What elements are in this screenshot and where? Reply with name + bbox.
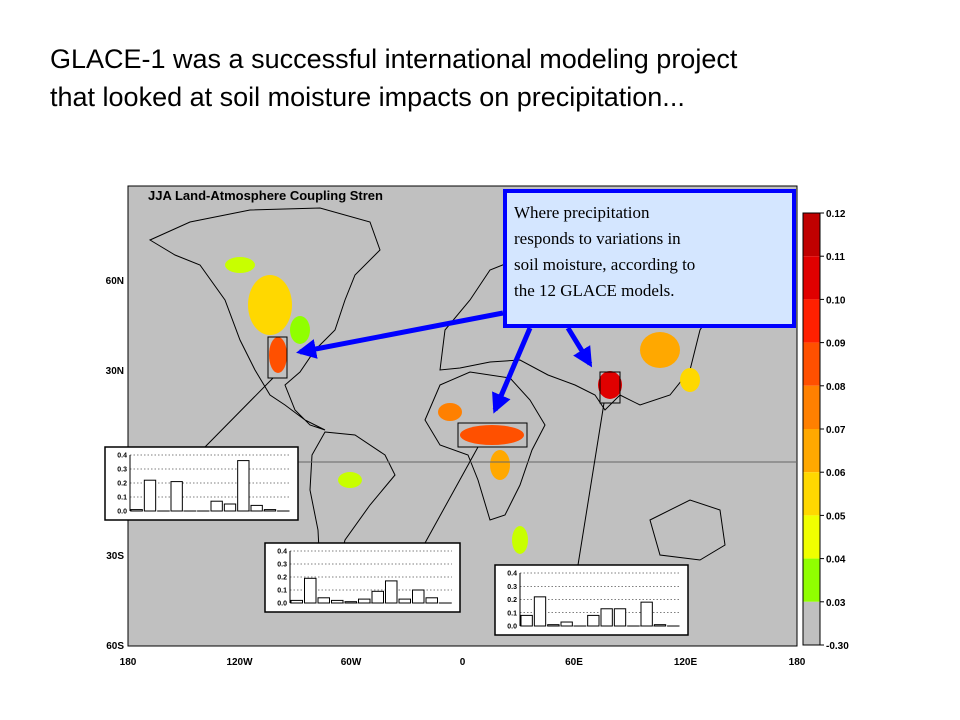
bar	[304, 577, 317, 604]
y-tick-label: 0.3	[277, 562, 287, 569]
y-tick-label: 0.0	[117, 509, 127, 516]
inset-chart: 0.4 0.3 0.2 0.1 0.0	[104, 446, 299, 521]
bar	[385, 580, 398, 604]
bar	[290, 599, 303, 604]
colorbar-segment	[803, 385, 820, 429]
bar	[130, 509, 143, 512]
coupling-hotspots	[225, 257, 700, 554]
colorbar-label: 0.10	[826, 295, 846, 306]
callout-box	[503, 189, 796, 328]
y-tick-label: 0.3	[507, 584, 517, 591]
bar	[237, 460, 250, 512]
callout-text: Where precipitation responds to variation…	[514, 203, 695, 300]
bar	[600, 608, 613, 627]
colorbar-label: 0.06	[826, 468, 846, 479]
region-box	[457, 422, 528, 448]
bar	[143, 479, 157, 512]
region-box	[267, 336, 288, 379]
colorbar-segment	[803, 256, 820, 300]
y-tick-label: 0.0	[507, 624, 517, 631]
bar	[640, 601, 653, 627]
bar	[223, 503, 237, 512]
lon-label: 120E	[674, 657, 698, 668]
lon-label: 120W	[226, 657, 253, 668]
insets: 0.40.30.20.10.00.40.30.20.10.00.40.30.20…	[104, 446, 689, 636]
bar	[331, 599, 344, 604]
colorbar-segment	[803, 429, 820, 473]
colorbar-label: 0.04	[826, 555, 846, 566]
lat-label: 30S	[106, 551, 124, 562]
lon-label: 60E	[565, 657, 583, 668]
y-tick-label: 0.1	[507, 610, 517, 617]
y-tick-label: 0.2	[117, 481, 127, 488]
bar	[358, 598, 371, 604]
callout-line: responds to variations in	[514, 229, 681, 248]
colorbar-label: -0.30	[826, 641, 849, 652]
lon-label: 180	[120, 657, 137, 668]
bar	[533, 596, 547, 627]
region-box	[599, 371, 621, 404]
title-line: that looked at soil moisture impacts on …	[50, 82, 685, 112]
y-tick-label: 0.3	[117, 467, 127, 474]
bar	[547, 624, 560, 627]
colorbar-segment	[803, 299, 820, 343]
bar	[371, 590, 384, 604]
y-tick-label: 0.1	[117, 495, 127, 502]
bar	[520, 614, 533, 627]
colorbar-segment	[803, 472, 820, 516]
bar	[613, 608, 627, 627]
arrows	[296, 310, 593, 414]
lat-label: 60N	[106, 276, 124, 287]
colorbar: 0.12 0.11 0.10 0.09 0.08 0.07 0.06 0.05 0.04 0.03…	[802, 209, 849, 652]
lon-label: 60W	[341, 657, 362, 668]
bar	[587, 614, 600, 627]
bar	[210, 500, 223, 512]
y-tick-label: 0.4	[117, 453, 127, 460]
colorbar-segment	[803, 213, 820, 257]
inset-frame	[104, 446, 299, 521]
y-tick-label: 0.0	[277, 601, 287, 608]
colorbar-label: 0.03	[826, 598, 846, 609]
bar	[344, 601, 357, 604]
colorbar-segment	[803, 515, 820, 559]
colorbar-label: 0.11	[826, 252, 845, 263]
bar	[412, 589, 425, 604]
y-tick-label: 0.2	[507, 597, 517, 604]
y-tick-label: 0.1	[277, 588, 287, 595]
callout-line: Where precipitation	[514, 203, 650, 222]
coordinates: 60N 30N 30S 60S 180 120W 60W 0 60E 120E 180	[106, 276, 806, 668]
colorbar-label: 0.08	[826, 382, 846, 393]
colorbar-label: 0.05	[826, 511, 846, 522]
colorbar-label: 0.07	[826, 425, 846, 436]
bar	[250, 504, 263, 512]
bar	[170, 481, 183, 512]
inset-chart: 0.4 0.3 0.2 0.1 0.0	[264, 542, 461, 613]
colorbar-segment	[803, 342, 820, 386]
bar	[317, 597, 330, 604]
inset-chart: 0.4 0.3 0.2 0.1 0.0	[494, 564, 689, 636]
lon-label: 0	[460, 657, 466, 668]
map-title: JJA Land-Atmosphere Coupling Stren	[148, 188, 383, 203]
title-line: GLACE-1 was a successful international m…	[50, 44, 738, 74]
lat-label: 30N	[106, 366, 124, 377]
connectors	[204, 377, 605, 566]
coastlines	[148, 207, 741, 602]
lon-label: 180	[789, 657, 806, 668]
y-tick-label: 0.4	[507, 571, 517, 578]
colorbar-segment	[803, 558, 820, 602]
colorbar-label: 0.09	[826, 339, 846, 350]
bar	[398, 598, 411, 604]
colorbar-segment	[803, 601, 820, 645]
bar	[653, 624, 667, 627]
colorbar-label: 0.12	[826, 209, 846, 220]
callout-line: the 12 GLACE models.	[514, 281, 675, 300]
y-tick-label: 0.4	[277, 549, 287, 556]
bar	[263, 509, 277, 512]
bar	[425, 597, 438, 604]
y-tick-label: 0.2	[277, 575, 287, 582]
callout-line: soil moisture, according to	[514, 255, 695, 274]
bar	[560, 621, 573, 627]
lat-label: 60S	[106, 641, 124, 652]
